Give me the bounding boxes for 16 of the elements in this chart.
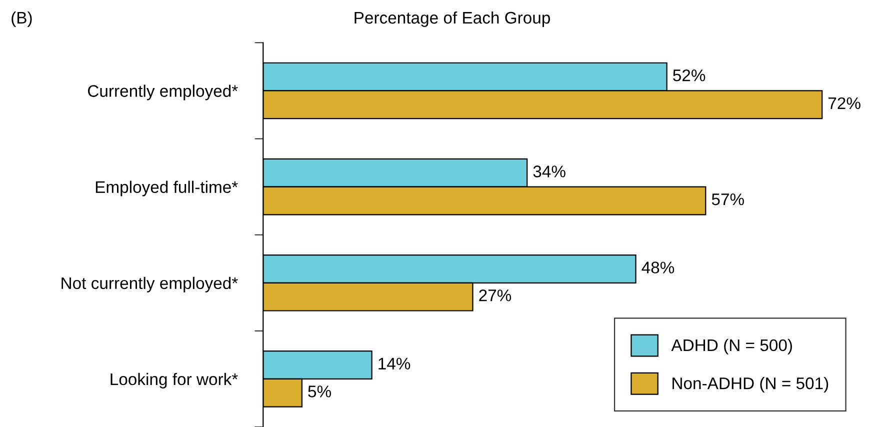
data-label: 52% [673, 69, 706, 82]
data-label: 27% [479, 289, 512, 302]
y-tick-label: Not currently employed* [62, 276, 238, 292]
y-tick-label: Employed full-time* [96, 180, 238, 196]
data-label: 72% [828, 97, 860, 110]
text: (B) [12, 11, 32, 27]
y-tick-label: Looking for work* [110, 372, 238, 388]
data-label: 14% [378, 358, 410, 370]
data-label: 34% [533, 166, 566, 178]
legend-label: Non-ADHD (N = 501) [672, 376, 828, 393]
chart-title: Percentage of Each Group [354, 11, 550, 27]
data-label: 57% [712, 193, 744, 206]
y-tick-label: Currently employed* [88, 84, 238, 100]
data-label: 48% [642, 262, 674, 274]
legend-label: ADHD (N = 500) [671, 338, 792, 354]
data-label: 5% [308, 386, 331, 398]
